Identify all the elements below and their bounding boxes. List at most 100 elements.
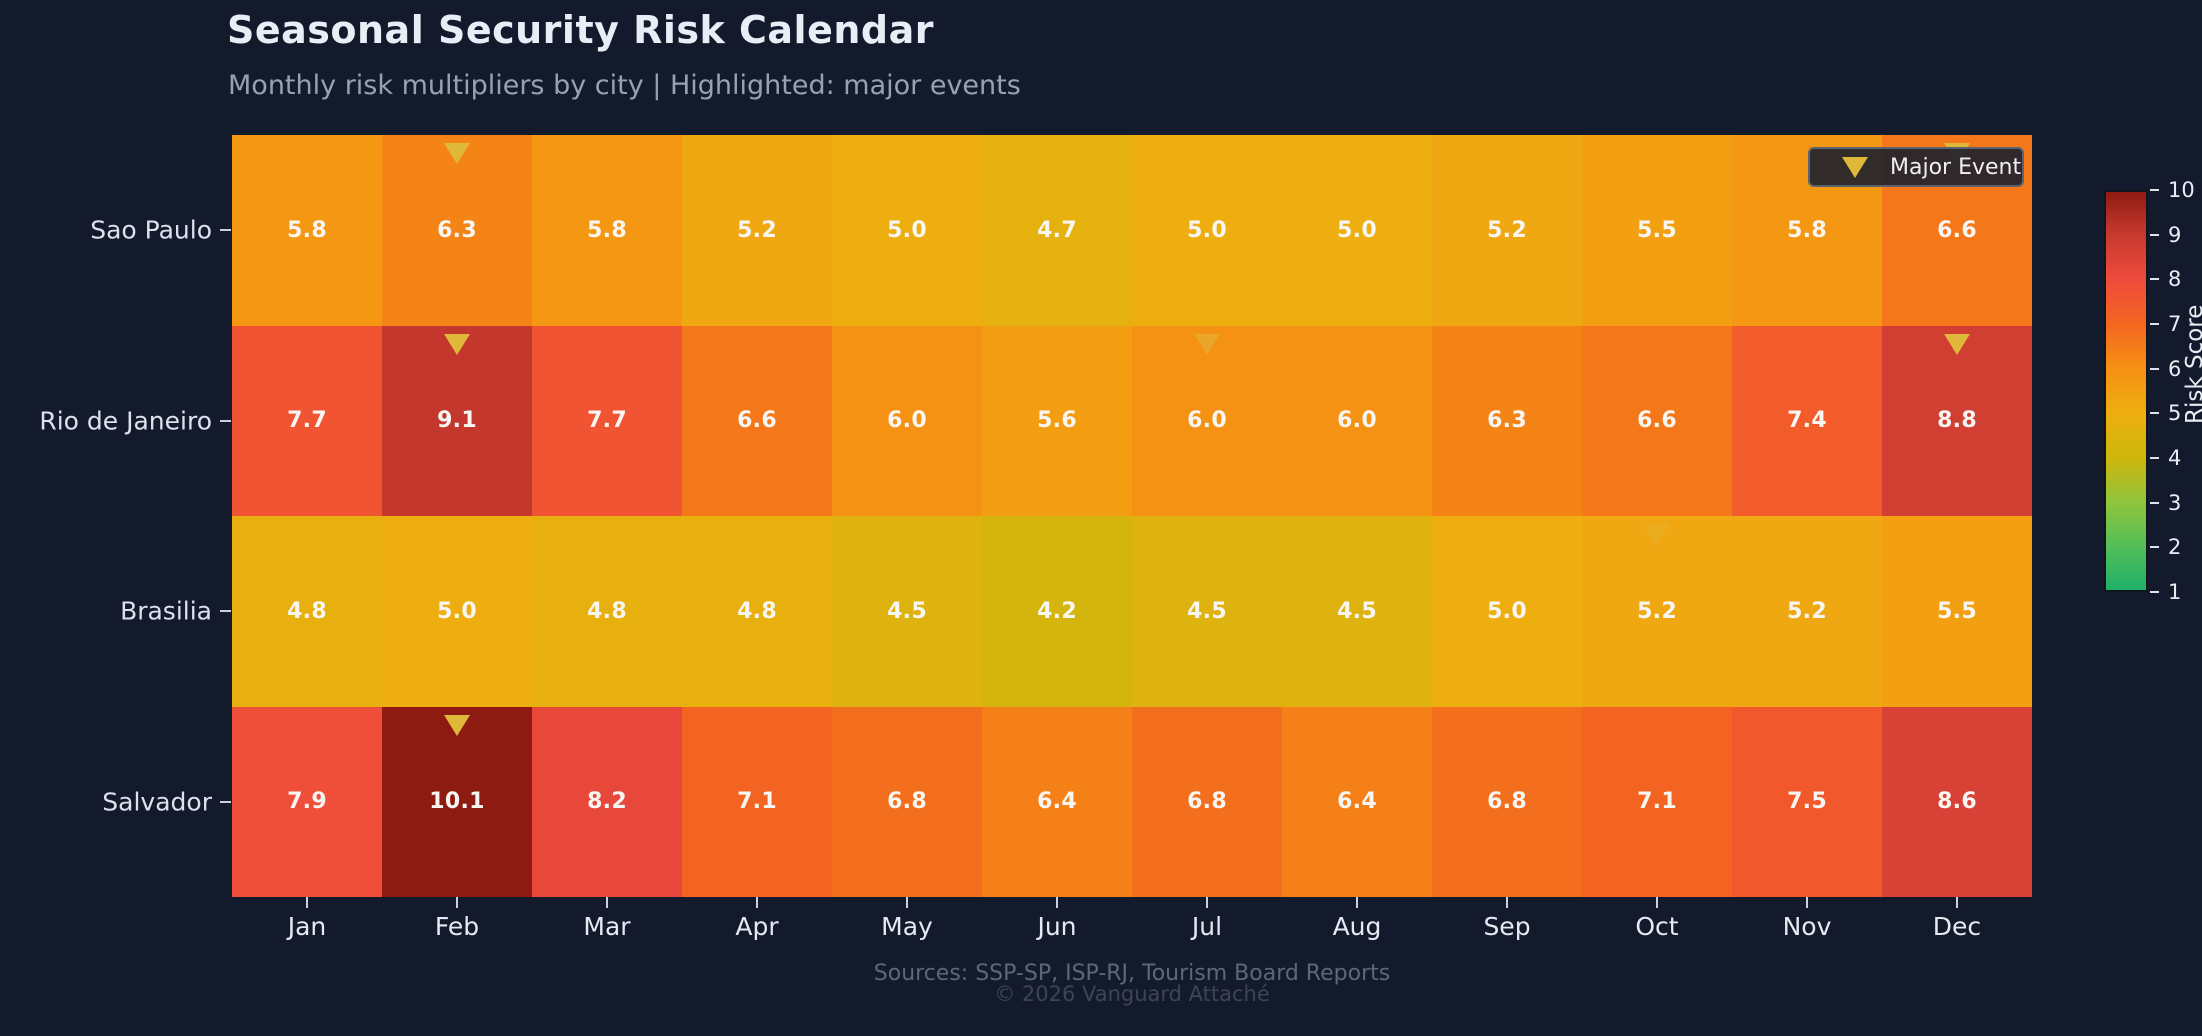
heatmap-cell: 5.0 bbox=[1282, 135, 1432, 326]
heatmap-cell: 5.2 bbox=[682, 135, 832, 326]
cell-value: 4.8 bbox=[737, 598, 777, 624]
cell-value: 5.2 bbox=[1637, 598, 1677, 624]
major-event-marker-icon bbox=[1944, 333, 1970, 355]
cell-value: 4.5 bbox=[1337, 598, 1377, 624]
cell-value: 5.0 bbox=[1337, 217, 1377, 243]
colorbar-tick-label: 6 bbox=[2168, 356, 2182, 381]
heatmap-cell: 6.8 bbox=[832, 706, 982, 897]
cell-value: 4.5 bbox=[887, 598, 927, 624]
major-event-triangle-icon bbox=[1842, 156, 1868, 178]
heatmap-cell: 6.0 bbox=[1282, 325, 1432, 516]
heatmap-cell: 5.2 bbox=[1432, 135, 1582, 326]
cell-value: 4.7 bbox=[1037, 217, 1077, 243]
heatmap-cell: 6.3 bbox=[1432, 325, 1582, 516]
major-event-marker-icon bbox=[1644, 524, 1670, 545]
cell-value: 6.4 bbox=[1337, 789, 1377, 815]
month-label: Aug bbox=[1332, 912, 1382, 941]
heatmap-cell: 10.1 bbox=[382, 706, 532, 897]
city-label: Brasilia bbox=[120, 596, 212, 626]
cell-value: 5.2 bbox=[1787, 598, 1827, 624]
colorbar-tick bbox=[2150, 412, 2159, 415]
cell-value: 5.0 bbox=[887, 217, 927, 243]
colorbar-tick-label: 9 bbox=[2168, 222, 2182, 247]
cell-value: 8.6 bbox=[1937, 789, 1977, 815]
cell-value: 5.0 bbox=[1187, 217, 1227, 243]
cell-value: 4.5 bbox=[1187, 598, 1227, 624]
cell-value: 5.2 bbox=[1487, 217, 1527, 243]
heatmap-cell: 5.8 bbox=[532, 135, 682, 326]
major-event-marker-icon bbox=[444, 143, 470, 164]
heatmap-cell: 7.1 bbox=[1582, 706, 1732, 897]
heatmap-cell: 6.4 bbox=[982, 706, 1132, 897]
cell-value: 7.1 bbox=[737, 789, 777, 815]
cell-value: 5.5 bbox=[1937, 598, 1977, 624]
heatmap-cell: 7.7 bbox=[232, 325, 382, 516]
x-tick bbox=[1656, 897, 1658, 908]
heatmap-cell: 4.8 bbox=[532, 516, 682, 707]
colorbar-tick-label: 5 bbox=[2168, 401, 2182, 426]
heatmap-cell: 5.2 bbox=[1582, 516, 1732, 707]
heatmap-cell: 5.6 bbox=[982, 325, 1132, 516]
heatmap-cell: 6.6 bbox=[1582, 325, 1732, 516]
heatmap-cell: 7.4 bbox=[1732, 325, 1882, 516]
x-tick bbox=[456, 897, 458, 908]
heatmap-cell: 5.8 bbox=[232, 135, 382, 326]
heatmap-cell: 8.6 bbox=[1882, 706, 2032, 897]
sources-note: Sources: SSP-SP, ISP-RJ, Tourism Board R… bbox=[873, 961, 1391, 986]
month-label: May bbox=[881, 912, 933, 941]
x-tick bbox=[906, 897, 908, 908]
cell-value: 6.0 bbox=[887, 408, 927, 434]
heatmap-cell: 4.5 bbox=[832, 516, 982, 707]
heatmap-cell: 6.0 bbox=[832, 325, 982, 516]
heatmap-cell: 5.0 bbox=[1432, 516, 1582, 707]
cell-value: 7.1 bbox=[1637, 789, 1677, 815]
cell-value: 10.1 bbox=[429, 789, 485, 815]
cell-value: 4.2 bbox=[1037, 598, 1077, 624]
cell-value: 7.5 bbox=[1787, 789, 1827, 815]
heatmap-cell: 9.1 bbox=[382, 325, 532, 516]
heatmap-cell: 6.8 bbox=[1132, 706, 1282, 897]
heatmap-cell: 6.4 bbox=[1282, 706, 1432, 897]
cell-value: 5.0 bbox=[1487, 598, 1527, 624]
x-tick bbox=[1806, 897, 1808, 908]
y-tick bbox=[220, 610, 231, 613]
colorbar-tick bbox=[2150, 278, 2159, 281]
heatmap-cell: 7.1 bbox=[682, 706, 832, 897]
cell-value: 6.0 bbox=[1337, 408, 1377, 434]
heatmap-cell: 4.8 bbox=[232, 516, 382, 707]
cell-value: 5.8 bbox=[1787, 217, 1827, 243]
x-tick bbox=[1956, 897, 1958, 908]
copyright-note: © 2026 Vanguard Attaché bbox=[994, 982, 1270, 1006]
month-label: Jun bbox=[1037, 912, 1077, 941]
cell-value: 5.2 bbox=[737, 217, 777, 243]
cell-value: 5.5 bbox=[1637, 217, 1677, 243]
month-label: Dec bbox=[1932, 912, 1982, 941]
colorbar-tick-label: 4 bbox=[2168, 446, 2182, 470]
cell-value: 6.6 bbox=[1937, 217, 1977, 243]
cell-value: 6.4 bbox=[1037, 789, 1077, 815]
cell-value: 9.1 bbox=[437, 408, 477, 434]
risk-heatmap: 5.8 6.3 5.8 5.2 5.0 4.7 5.0 5.0 5.2 5.5 5.8 6.6 7.7 9… bbox=[232, 135, 2032, 897]
cell-value: 7.7 bbox=[587, 408, 627, 434]
cell-value: 7.9 bbox=[287, 789, 327, 815]
heatmap-cell: 8.8 bbox=[1882, 325, 2032, 516]
colorbar-tick-label: 2 bbox=[2168, 535, 2182, 560]
month-label: Sep bbox=[1483, 912, 1531, 941]
heatmap-cell: 7.9 bbox=[232, 706, 382, 897]
cell-value: 6.6 bbox=[1637, 408, 1677, 434]
cell-value: 4.8 bbox=[287, 598, 327, 624]
city-label: Sao Paulo bbox=[90, 215, 212, 245]
x-tick bbox=[1356, 897, 1358, 908]
month-label: Jan bbox=[287, 912, 327, 941]
heatmap-cell: 4.5 bbox=[1132, 516, 1282, 707]
colorbar-tick bbox=[2150, 367, 2159, 370]
heatmap-cell: 7.7 bbox=[532, 325, 682, 516]
heatmap-cell: 4.2 bbox=[982, 516, 1132, 707]
legend: Major Event bbox=[1808, 147, 2024, 187]
cell-value: 7.4 bbox=[1787, 408, 1827, 434]
x-tick bbox=[306, 897, 308, 908]
heatmap-cell: 5.5 bbox=[1882, 516, 2032, 707]
cell-value: 7.7 bbox=[287, 408, 327, 434]
footer: Sources: SSP-SP, ISP-RJ, Tourism Board R… bbox=[232, 961, 2032, 1007]
